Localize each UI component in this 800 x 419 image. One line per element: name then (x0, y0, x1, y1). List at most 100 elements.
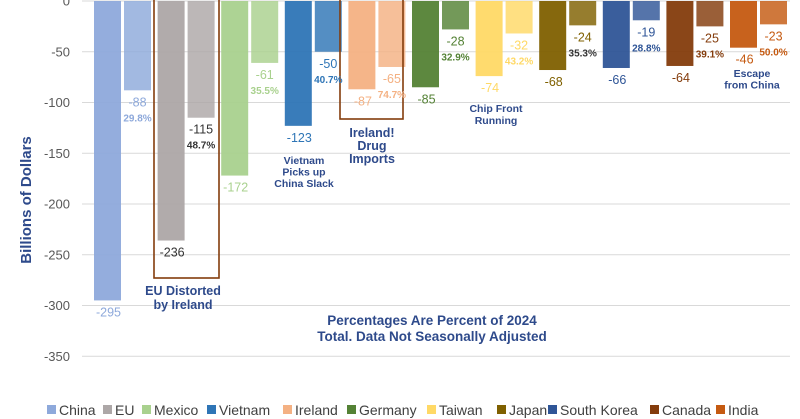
legend-swatch-vietnam (207, 405, 216, 414)
percent-label: 39.1% (696, 49, 724, 60)
legend-swatch-ireland (283, 405, 292, 414)
legend-label: EU (115, 402, 134, 418)
data-label-bar2: -19 (637, 25, 655, 39)
y-axis-ticks: 0 -50 -100 -150 -200 -250 -300 -350 (44, 0, 70, 364)
bar-germany-2 (442, 1, 469, 30)
bar-taiwan-2 (505, 1, 533, 34)
data-label-bar2: -25 (701, 31, 719, 45)
data-label-bar2: -28 (446, 34, 464, 48)
percent-label: 50.0% (759, 47, 787, 58)
y-tick-label: 0 (63, 0, 70, 9)
percent-label: 35.3% (569, 48, 597, 59)
legend-swatch-germany (347, 405, 356, 414)
annotation-ireland: Drug (357, 139, 386, 153)
bar-taiwan-1 (475, 1, 503, 77)
annotation-eu: by Ireland (153, 298, 212, 312)
bar-eu-2 (187, 1, 215, 118)
legend-swatch-india (716, 405, 725, 414)
data-label-bar1: -236 (160, 246, 185, 260)
legend-swatch-south-korea (548, 405, 557, 414)
data-label-bar1: -46 (735, 53, 753, 67)
bar-canada-2 (696, 1, 724, 27)
legend-label: Japan (509, 402, 547, 418)
data-label-bar1: -68 (545, 75, 563, 89)
bar-japan-2 (569, 1, 597, 26)
bar-ireland-2 (378, 1, 406, 67)
bars (94, 1, 787, 301)
bar-germany-1 (412, 1, 439, 88)
data-label-bar1: -74 (481, 81, 499, 95)
legend-label: India (728, 402, 759, 418)
annotation-vietnam: Picks up (282, 167, 325, 179)
data-label-bar2: -23 (764, 29, 782, 43)
annotation-india: from China (724, 80, 780, 92)
legend-label: Canada (662, 402, 711, 418)
legend: China EU Mexico Vietnam Ireland Germany Taiwan… (47, 402, 759, 418)
bar-vietnam-2 (314, 1, 342, 52)
data-label-bar1: -295 (96, 305, 121, 319)
legend-swatch-japan (497, 405, 506, 414)
data-label-bar2: -115 (189, 123, 213, 137)
data-label-bar2: -88 (128, 95, 146, 109)
eu-highlight-box (153, 0, 220, 279)
y-tick-label: -300 (44, 298, 70, 313)
ireland-highlight-box (339, 0, 404, 120)
annotation-ireland: Ireland! (349, 126, 394, 140)
data-label-bar1: -66 (608, 73, 626, 87)
data-label-bar1: -85 (417, 92, 435, 106)
annotation-vietnam: Vietnam (284, 155, 325, 167)
legend-label: Mexico (154, 402, 199, 418)
legend-label: Germany (359, 402, 417, 418)
bar-china-2 (124, 1, 151, 91)
bar-japan-1 (539, 1, 567, 71)
y-tick-label: -200 (44, 197, 70, 212)
percent-label: 29.8% (123, 113, 151, 124)
percent-label: 32.9% (441, 52, 469, 63)
legend-label: Ireland (295, 402, 338, 418)
annotation-eu: EU Distorted (145, 284, 221, 298)
y-tick-label: -350 (44, 349, 70, 364)
y-tick-label: -150 (44, 146, 70, 161)
percent-label: 43.2% (505, 56, 533, 67)
y-axis-label: Billions of Dollars (18, 136, 35, 264)
percent-label: 28.8% (632, 43, 660, 54)
y-tick-label: -100 (44, 95, 70, 110)
percent-label: 35.5% (251, 86, 279, 97)
highlight-boxes (153, 0, 404, 279)
data-labels: -295 -88 29.8% -236 -115 48.7% -172 -61 35.5% -12… (96, 25, 788, 319)
y-tick-label: -50 (51, 44, 70, 59)
bar-mexico-1 (221, 1, 249, 176)
data-label-bar2: -50 (319, 57, 337, 71)
bar-mexico-2 (251, 1, 279, 63)
annotation-note: Percentages Are Percent of 2024 (327, 313, 537, 328)
annotation-ireland: Imports (349, 152, 395, 166)
bar-india-1 (730, 1, 757, 48)
bar-china-1 (94, 1, 121, 301)
percent-label: 40.7% (314, 75, 342, 86)
data-label-bar2: -32 (510, 38, 528, 52)
legend-label: Taiwan (439, 402, 483, 418)
bar-canada-1 (666, 1, 694, 66)
data-label-bar1: -172 (223, 181, 248, 195)
legend-label: Vietnam (219, 402, 270, 418)
annotation-taiwan: Chip Front (469, 103, 523, 115)
legend-label: China (59, 402, 96, 418)
legend-swatch-china (47, 405, 56, 414)
bar-vietnam-1 (284, 1, 312, 126)
data-label-bar2: -24 (574, 30, 592, 44)
legend-label: South Korea (560, 402, 638, 418)
data-label-bar2: -61 (256, 68, 274, 82)
percent-label: 74.7% (378, 90, 406, 101)
bar-south-korea-2 (632, 1, 660, 21)
data-label-bar2: -65 (383, 72, 401, 86)
y-tick-label: -250 (44, 247, 70, 262)
annotation-vietnam: China Slack (274, 178, 334, 190)
legend-swatch-canada (650, 405, 659, 414)
annotation-note: Total. Data Not Seasonally Adjusted (317, 329, 547, 344)
bar-eu-1 (157, 1, 185, 241)
bar-ireland-1 (348, 1, 376, 90)
annotation-taiwan: Running (475, 115, 518, 127)
legend-swatch-eu (103, 405, 112, 414)
data-label-bar1: -123 (287, 131, 312, 145)
